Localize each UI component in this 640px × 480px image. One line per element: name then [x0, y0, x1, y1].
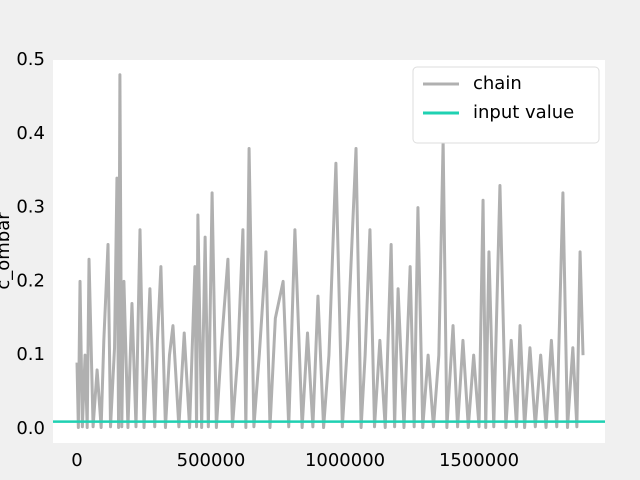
legend-label: input value — [473, 102, 574, 123]
legend-label: chain — [473, 73, 522, 94]
y-tick-label: 0.5 — [16, 49, 45, 70]
y-tick-label: 0.0 — [16, 418, 45, 439]
y-tick-label: 0.3 — [16, 197, 45, 218]
x-tick-label: 500000 — [177, 450, 246, 471]
y-tick-label: 0.2 — [16, 270, 45, 291]
y-axis-label: c_ombar — [0, 212, 14, 290]
x-tick-label: 1500000 — [439, 450, 519, 471]
legend-box — [412, 66, 600, 144]
y-tick-label: 0.1 — [16, 344, 45, 365]
data-line — [75, 73, 585, 429]
x-tick-label: 1000000 — [305, 450, 385, 471]
x-tick-label: 0 — [71, 450, 82, 471]
y-tick-label: 0.4 — [16, 123, 45, 144]
